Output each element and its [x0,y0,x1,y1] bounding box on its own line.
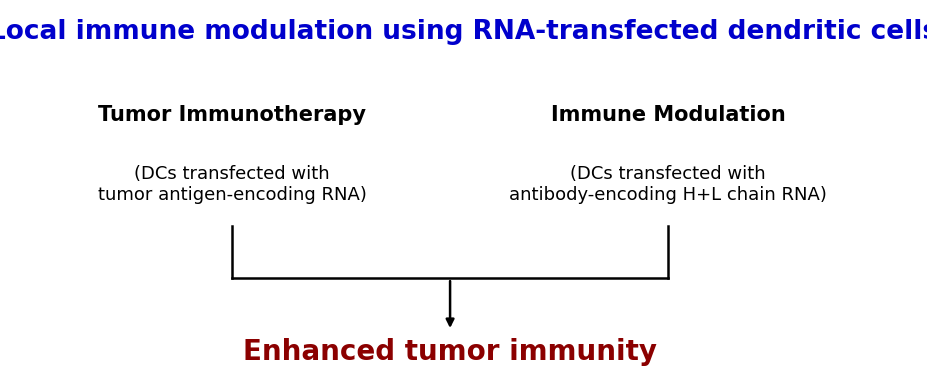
Text: (DCs transfected with
antibody-encoding H+L chain RNA): (DCs transfected with antibody-encoding … [509,165,826,204]
Text: Tumor Immunotherapy: Tumor Immunotherapy [98,105,365,125]
Text: Enhanced tumor immunity: Enhanced tumor immunity [243,338,656,366]
Text: (DCs transfected with
tumor antigen-encoding RNA): (DCs transfected with tumor antigen-enco… [97,165,366,204]
Text: Local immune modulation using RNA-transfected dendritic cells: Local immune modulation using RNA-transf… [0,19,927,45]
Text: Immune Modulation: Immune Modulation [551,105,784,125]
